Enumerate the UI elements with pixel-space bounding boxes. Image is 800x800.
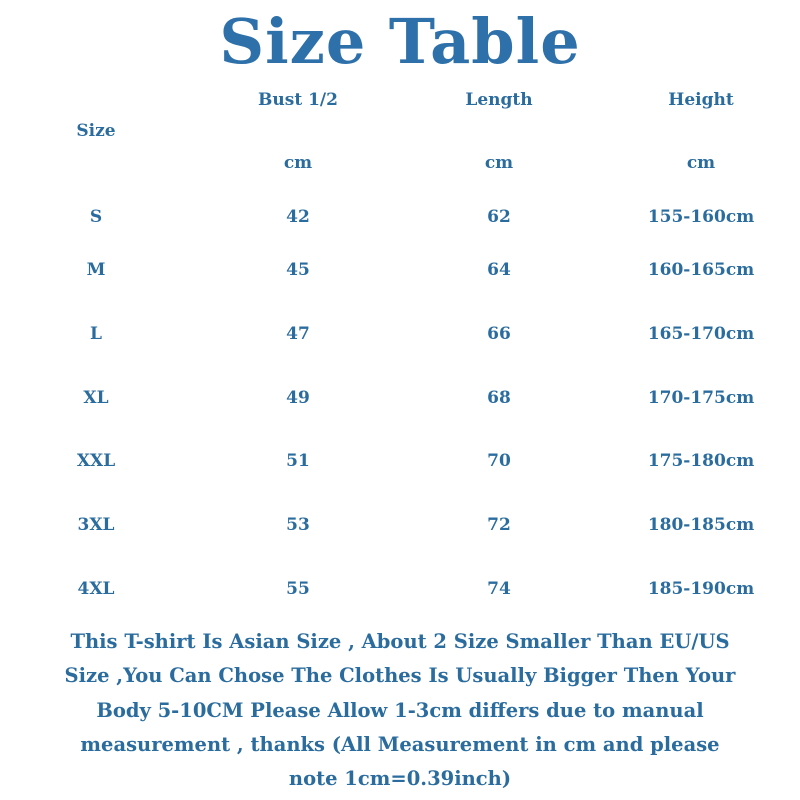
cell-bust: 47 — [286, 324, 310, 344]
unit-bust: cm — [283, 153, 313, 173]
note-line: measurement , thanks (All Measurement in… — [80, 732, 720, 756]
cell-size: S — [89, 207, 103, 227]
note-line: note 1cm=0.39inch) — [288, 767, 512, 791]
cell-length: 72 — [487, 515, 511, 535]
cell-height: 170-175cm — [647, 388, 755, 408]
cell-height: 175-180cm — [647, 451, 755, 471]
cell-length: 70 — [487, 451, 511, 471]
cell-size: M — [86, 260, 106, 280]
cell-length: 64 — [487, 260, 511, 280]
note-line: Body 5-10CM Please Allow 1-3cm differs d… — [96, 698, 704, 722]
cell-height: 185-190cm — [647, 579, 755, 599]
cell-height: 165-170cm — [647, 324, 755, 344]
cell-size: L — [90, 324, 102, 344]
cell-size: XXL — [76, 451, 116, 471]
cell-size: 3XL — [77, 515, 115, 535]
note-line: This T-shirt Is Asian Size , About 2 Siz… — [70, 630, 730, 653]
cell-bust: 45 — [286, 260, 310, 280]
cell-length: 66 — [487, 324, 511, 344]
size-note: This T-shirt Is Asian Size , About 2 Siz… — [0, 625, 800, 796]
header-height: Height — [668, 90, 734, 110]
cell-length: 74 — [487, 579, 511, 599]
unit-length: cm — [484, 153, 514, 173]
header-size: Size — [76, 121, 116, 141]
note-line: Size ,You Can Chose The Clothes Is Usual… — [64, 664, 736, 688]
cell-height: 180-185cm — [647, 515, 755, 535]
cell-bust: 42 — [286, 207, 310, 227]
cell-height: 160-165cm — [647, 260, 755, 280]
cell-length: 62 — [487, 207, 511, 227]
cell-bust: 51 — [286, 451, 310, 471]
header-bust: Bust 1/2 — [258, 90, 338, 110]
page-title: Size Table — [219, 5, 581, 78]
unit-height: cm — [686, 153, 716, 173]
cell-bust: 53 — [286, 515, 310, 535]
cell-bust: 49 — [286, 388, 310, 408]
cell-height: 155-160cm — [647, 207, 755, 227]
cell-size: 4XL — [77, 579, 115, 599]
cell-size: XL — [83, 388, 109, 408]
header-length: Length — [465, 90, 533, 110]
cell-bust: 55 — [286, 579, 310, 599]
cell-length: 68 — [487, 388, 511, 408]
